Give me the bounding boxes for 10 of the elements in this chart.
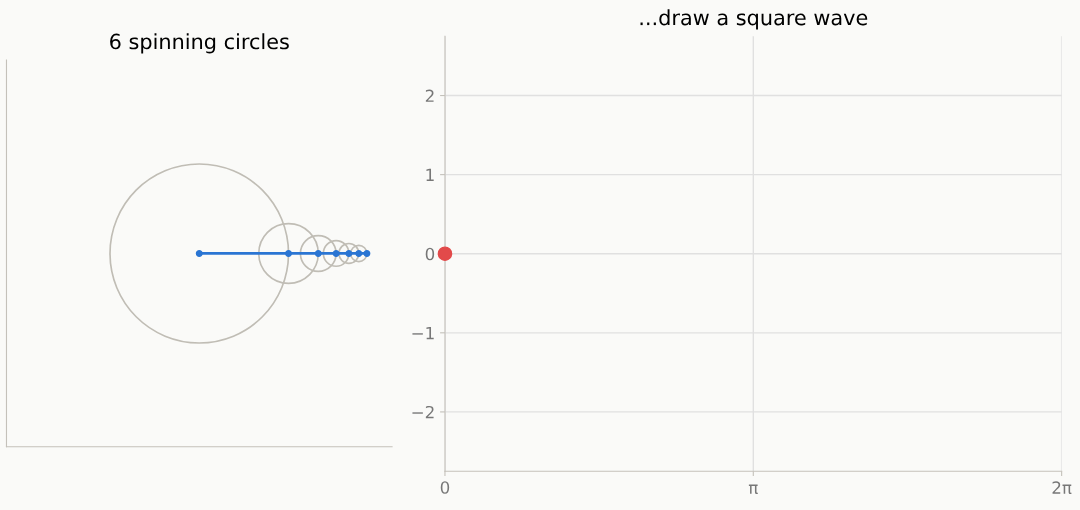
y-tick-label: 2 (425, 89, 434, 102)
x-tick-label: π (748, 484, 758, 494)
y-tick-label: −2 (412, 405, 434, 419)
x-tick-label: 2π (1052, 481, 1072, 494)
y-tick-label: 0 (425, 247, 435, 261)
text: 6 spinning circles (110, 33, 289, 54)
x-tick-label: 0 (440, 481, 450, 494)
y-tick-label: 1 (426, 168, 434, 181)
y-tick-label: −1 (412, 327, 434, 340)
chart-title: ...draw a square wave (640, 9, 868, 30)
